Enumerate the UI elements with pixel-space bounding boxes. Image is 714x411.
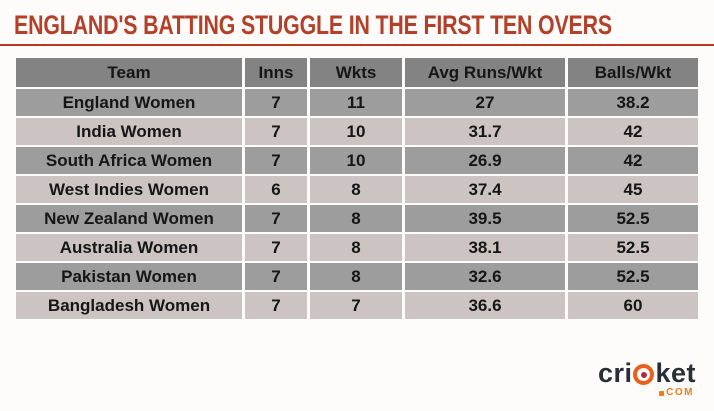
wkts-cell: 11 [310, 89, 402, 116]
logo-swirl-dot-icon [640, 371, 647, 378]
cricket-com-logo: cri ket COM [576, 360, 696, 398]
balls-cell: 52.5 [568, 234, 698, 261]
inns-cell: 7 [245, 234, 307, 261]
wkts-cell: 10 [310, 147, 402, 174]
title-underline [0, 44, 714, 46]
team-cell: Australia Women [16, 234, 242, 261]
avg-runs-cell: 36.6 [405, 292, 565, 319]
avg-runs-cell: 32.6 [405, 263, 565, 290]
table-row-bangladesh: Bangladesh Women 7 7 36.6 60 [16, 292, 698, 319]
avg-runs-cell: 39.5 [405, 205, 565, 232]
balls-cell: 60 [568, 292, 698, 319]
team-cell: West Indies Women [16, 176, 242, 203]
balls-cell: 52.5 [568, 263, 698, 290]
balls-cell: 45 [568, 176, 698, 203]
inns-cell: 7 [245, 205, 307, 232]
col-header-avg-runs-wkt: Avg Runs/Wkt [405, 58, 565, 87]
stats-table: Team Inns Wkts Avg Runs/Wkt Balls/Wkt En… [13, 56, 701, 321]
wkts-cell: 10 [310, 118, 402, 145]
team-cell: Pakistan Women [16, 263, 242, 290]
logo-text-ket: ket [655, 358, 696, 388]
col-header-wkts: Wkts [310, 58, 402, 87]
team-cell: South Africa Women [16, 147, 242, 174]
team-cell: India Women [16, 118, 242, 145]
avg-runs-cell: 26.9 [405, 147, 565, 174]
table-row-new-zealand: New Zealand Women 7 8 39.5 52.5 [16, 205, 698, 232]
logo-swirl-c-icon [633, 364, 655, 385]
page-title: ENGLAND'S BATTING STUGGLE IN THE FIRST T… [14, 10, 612, 40]
team-cell: New Zealand Women [16, 205, 242, 232]
logo-text-cri: cri [597, 358, 633, 388]
table-row-west-indies: West Indies Women 6 8 37.4 45 [16, 176, 698, 203]
balls-cell: 52.5 [568, 205, 698, 232]
table-row-india: India Women 7 10 31.7 42 [16, 118, 698, 145]
avg-runs-cell: 31.7 [405, 118, 565, 145]
inns-cell: 7 [245, 118, 307, 145]
balls-cell: 42 [568, 147, 698, 174]
logo-tld: COM [576, 388, 694, 398]
team-cell: Bangladesh Women [16, 292, 242, 319]
col-header-inns: Inns [245, 58, 307, 87]
table-row-england: England Women 7 11 27 38.2 [16, 89, 698, 116]
table-row-pakistan: Pakistan Women 7 8 32.6 52.5 [16, 263, 698, 290]
col-header-team: Team [16, 58, 242, 87]
wkts-cell: 8 [310, 263, 402, 290]
inns-cell: 7 [245, 263, 307, 290]
wkts-cell: 8 [310, 176, 402, 203]
inns-cell: 7 [245, 147, 307, 174]
wkts-cell: 8 [310, 205, 402, 232]
team-cell: England Women [16, 89, 242, 116]
balls-cell: 38.2 [568, 89, 698, 116]
avg-runs-cell: 38.1 [405, 234, 565, 261]
avg-runs-cell: 37.4 [405, 176, 565, 203]
table-row-south-africa: South Africa Women 7 10 26.9 42 [16, 147, 698, 174]
wkts-cell: 8 [310, 234, 402, 261]
logo-wordmark: cri ket [598, 360, 696, 387]
wkts-cell: 7 [310, 292, 402, 319]
col-header-balls-wkt: Balls/Wkt [568, 58, 698, 87]
table-header-row: Team Inns Wkts Avg Runs/Wkt Balls/Wkt [16, 58, 698, 87]
inns-cell: 7 [245, 89, 307, 116]
logo-tld-text: COM [666, 387, 694, 398]
logo-tld-dot-icon [659, 390, 665, 396]
inns-cell: 7 [245, 292, 307, 319]
avg-runs-cell: 27 [405, 89, 565, 116]
inns-cell: 6 [245, 176, 307, 203]
balls-cell: 42 [568, 118, 698, 145]
table-row-australia: Australia Women 7 8 38.1 52.5 [16, 234, 698, 261]
